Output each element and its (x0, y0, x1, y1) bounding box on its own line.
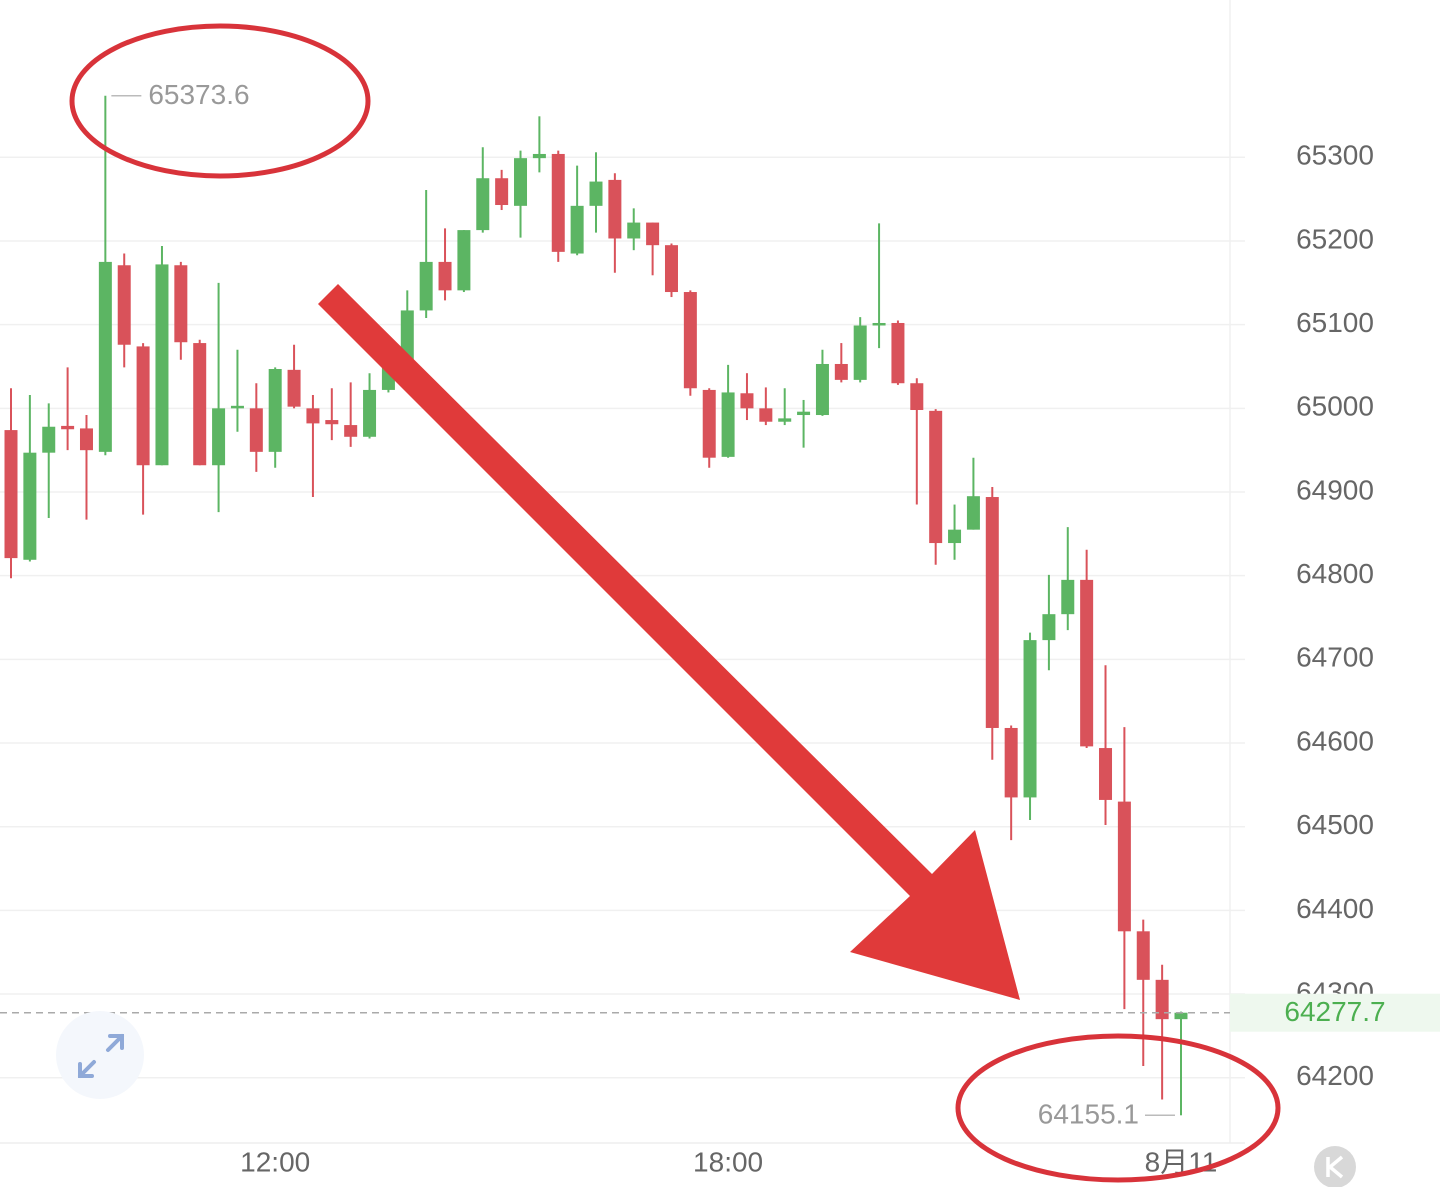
candle-body (759, 408, 773, 422)
y-tick-label: 64600 (1296, 725, 1374, 756)
y-tick-label: 64400 (1296, 893, 1374, 924)
candle-body (476, 178, 490, 231)
candle-body (400, 310, 414, 360)
candle-body (514, 158, 528, 206)
candle-body (551, 153, 565, 252)
candle-body (174, 265, 188, 343)
x-tick-label: 12:00 (240, 1146, 310, 1177)
candle-body (1136, 931, 1150, 980)
candle-body (249, 408, 263, 452)
candle-body (721, 392, 735, 457)
candle-body (268, 369, 282, 452)
last-price-box (1230, 993, 1440, 1032)
highlight-ellipse (955, 1033, 1281, 1183)
candle-body (948, 529, 962, 544)
candle-body (1099, 748, 1113, 800)
candle-body (702, 389, 716, 458)
candle-body (325, 420, 339, 425)
candle-body (683, 292, 697, 389)
candle-body (363, 389, 377, 437)
x-tick-label: 18:00 (693, 1146, 763, 1177)
last-price-label: 64277.7 (1284, 996, 1385, 1027)
candle-body (570, 205, 584, 254)
candle-body (834, 363, 848, 380)
candle-body (1117, 801, 1131, 932)
candle-body (815, 363, 829, 416)
candle-body (985, 497, 999, 728)
candle-body (778, 418, 792, 422)
candle-body (740, 393, 754, 409)
trend-arrow (318, 284, 1020, 1000)
candle-body (98, 261, 112, 452)
y-tick-label: 64800 (1296, 558, 1374, 589)
candle-body (1174, 1012, 1188, 1020)
candle-body (872, 322, 886, 326)
candle-body (1061, 579, 1075, 615)
candle-body (193, 343, 207, 466)
y-tick-label: 64900 (1296, 474, 1374, 505)
candle-body (117, 265, 131, 345)
candle-body (419, 261, 433, 311)
y-tick-label: 64700 (1296, 642, 1374, 673)
min-label: 64155.1 (1038, 1099, 1139, 1130)
candle-body (212, 408, 226, 466)
candle-body (457, 230, 471, 291)
candle-body (4, 430, 18, 559)
candle-body (155, 264, 169, 466)
candle-body (79, 428, 93, 451)
y-tick-label: 65300 (1296, 140, 1374, 171)
candle-body (1023, 640, 1037, 798)
y-tick-label: 65100 (1296, 307, 1374, 338)
candle-body (627, 222, 641, 239)
y-tick-label: 65200 (1296, 223, 1374, 254)
kline-icon[interactable] (1314, 1146, 1356, 1187)
candle-body (891, 322, 905, 384)
candle-body (929, 410, 943, 544)
max-label: 65373.6 (148, 79, 249, 110)
candle-body (230, 405, 244, 409)
candle-body (287, 369, 301, 407)
candle-body (1042, 614, 1056, 641)
candle-body (608, 179, 622, 239)
highlight-ellipse (69, 23, 371, 179)
candle-body (438, 261, 452, 291)
y-tick-label: 64500 (1296, 809, 1374, 840)
candle-body (306, 408, 320, 424)
candle-body (495, 178, 509, 206)
candle-body (646, 222, 660, 246)
candle-body (1004, 727, 1018, 798)
candle-body (910, 383, 924, 411)
y-tick-label: 64200 (1296, 1060, 1374, 1091)
candle-body (797, 411, 811, 416)
candle-body (42, 426, 56, 453)
candle-body (1080, 579, 1094, 747)
candle-body (966, 496, 980, 530)
expand-icon[interactable] (56, 1011, 144, 1099)
candle-body (532, 153, 546, 159)
candle-body (61, 425, 75, 430)
candle-body (344, 425, 358, 437)
y-tick-label: 65000 (1296, 391, 1374, 422)
candle-body (589, 181, 603, 206)
candle-body (664, 245, 678, 293)
candle-body (1155, 979, 1169, 1020)
candle-body (23, 452, 37, 560)
candle-body (853, 325, 867, 380)
candle-body (136, 346, 150, 466)
